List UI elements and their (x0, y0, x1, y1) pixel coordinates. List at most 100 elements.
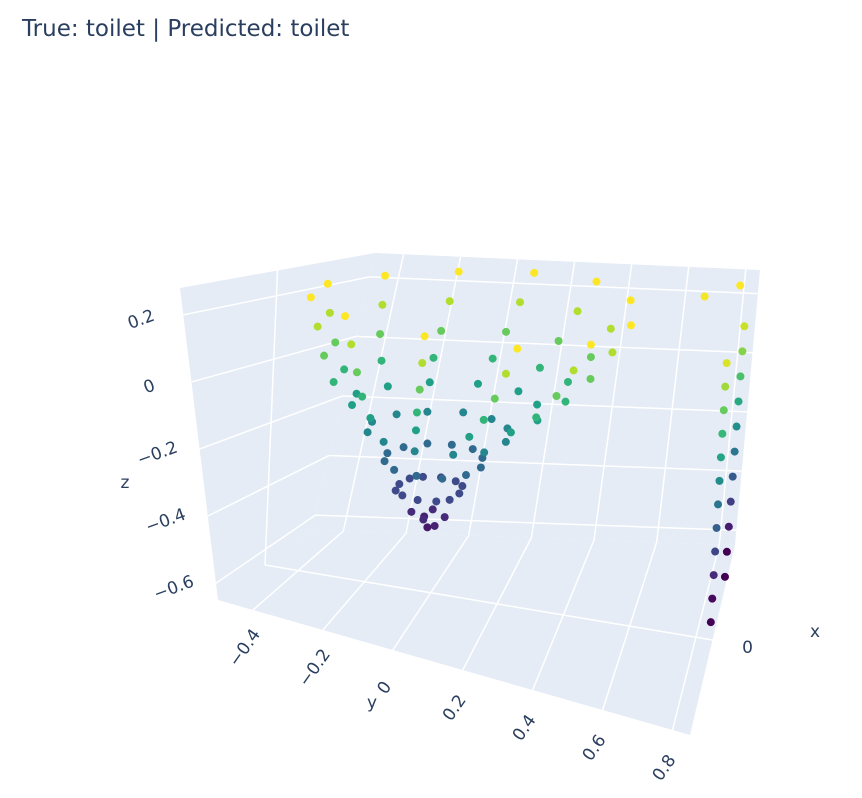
data-point (586, 374, 595, 383)
data-point (722, 359, 731, 368)
data-point (516, 298, 525, 307)
data-point (530, 268, 539, 277)
data-point (341, 312, 350, 321)
data-point (419, 515, 428, 524)
z-tick-label: −0.2 (135, 438, 181, 471)
data-point (412, 408, 421, 417)
data-point (554, 336, 563, 345)
data-point (506, 428, 515, 437)
y-tick-label: −0.4 (225, 625, 265, 670)
data-point (732, 422, 741, 431)
data-point (514, 387, 523, 396)
data-point (490, 394, 499, 403)
data-point (501, 369, 510, 378)
data-point (730, 447, 739, 456)
back-wall-plane (312, 253, 760, 545)
data-point (405, 474, 414, 483)
data-point (348, 401, 357, 410)
data-point (480, 448, 489, 457)
data-point (449, 450, 458, 459)
data-point (711, 547, 720, 556)
y-tick-label: 0.8 (649, 751, 681, 785)
data-point (606, 324, 615, 333)
x-tick-label: 0 (742, 638, 753, 658)
y-tick-label: −0.2 (295, 645, 335, 690)
data-point (451, 477, 460, 486)
data-point (479, 415, 488, 424)
data-point (380, 457, 389, 466)
gridline-y (655, 266, 690, 543)
data-point (392, 410, 401, 419)
data-point (740, 322, 749, 331)
data-point (423, 523, 432, 532)
data-point (320, 351, 329, 360)
data-point (458, 482, 467, 491)
data-point (420, 332, 429, 341)
gridline-y (593, 264, 633, 541)
z-axis-title: z (121, 473, 130, 493)
data-point (352, 368, 361, 377)
data-point (325, 308, 334, 317)
data-point (331, 338, 340, 347)
floor-plane (218, 530, 735, 735)
data-point (708, 594, 717, 603)
data-point (411, 426, 420, 435)
gridlines (183, 254, 758, 731)
data-point (306, 293, 315, 302)
data-point (563, 377, 572, 386)
data-point (487, 415, 496, 424)
data-point (626, 296, 635, 305)
data-point (706, 618, 715, 627)
data-point (383, 382, 392, 391)
data-point (586, 340, 595, 349)
data-point (379, 437, 388, 446)
data-point (716, 453, 725, 462)
data-point (415, 385, 424, 394)
gridline-x (264, 270, 279, 566)
data-point (407, 507, 416, 516)
data-point (532, 413, 541, 422)
gridline-y (718, 269, 747, 545)
data-point (428, 505, 437, 514)
data-point (412, 471, 421, 480)
data-point (376, 330, 385, 339)
data-point (473, 379, 482, 388)
data-point (398, 491, 407, 500)
data-point (734, 397, 743, 406)
y-tick-label: 0.6 (579, 731, 611, 765)
data-point (418, 359, 427, 368)
data-point (423, 439, 432, 448)
data-point (552, 392, 561, 401)
data-point (726, 497, 735, 506)
gridline-z (342, 395, 748, 413)
data-point (413, 496, 422, 505)
data-point (738, 347, 747, 356)
data-point (377, 356, 386, 365)
data-point (418, 472, 427, 481)
z-tick-label: −0.4 (143, 505, 189, 538)
data-point (391, 486, 400, 495)
data-point (502, 327, 511, 336)
data-point (399, 443, 408, 452)
data-point (573, 307, 582, 316)
data-point (626, 321, 635, 330)
data-point (709, 571, 718, 580)
data-point (313, 322, 322, 331)
data-point (395, 480, 404, 489)
data-point (410, 447, 419, 456)
data-point (358, 392, 367, 401)
data-point (425, 378, 434, 387)
data-point (736, 281, 745, 290)
data-point (445, 495, 454, 504)
data-point (329, 378, 338, 387)
data-point (569, 366, 578, 375)
gridline-y (342, 254, 405, 532)
data-point (366, 414, 375, 423)
data-point (390, 465, 399, 474)
data-point (445, 297, 454, 306)
data-point (462, 471, 471, 480)
data-point (347, 340, 356, 349)
z-tick-label: 0.2 (125, 306, 157, 334)
